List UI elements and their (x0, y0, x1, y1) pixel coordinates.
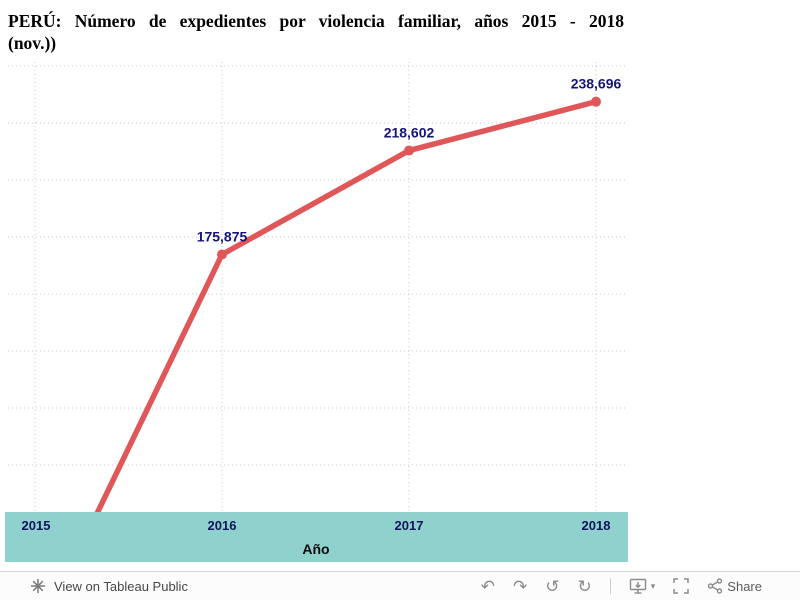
data-point[interactable] (217, 249, 227, 260)
page-title: PERÚ: Número de expedientes por violenci… (8, 10, 624, 54)
tableau-logo-icon (31, 579, 45, 593)
line-chart[interactable]: 175,875 218,602 238,696 (8, 62, 628, 512)
title-line-2: (nov.)) (8, 33, 57, 53)
x-tick-2017: 2017 (394, 518, 424, 533)
series-line[interactable] (35, 98, 599, 512)
x-tick-2018: 2018 (581, 518, 611, 533)
data-label: 218,602 (384, 125, 435, 141)
redo-button[interactable]: ↷ (513, 576, 528, 596)
x-axis-title: Año (302, 541, 330, 557)
data-point[interactable] (404, 145, 414, 156)
download-button[interactable]: ▾ (629, 578, 656, 595)
download-caret-icon: ▾ (650, 580, 656, 591)
chart-plot[interactable]: 175,875 218,602 238,696 (8, 62, 628, 512)
title-line-1: PERÚ: Número de expedientes por violenci… (8, 11, 624, 31)
undo-button[interactable]: ↶ (480, 576, 496, 596)
fullscreen-button[interactable] (673, 578, 690, 594)
toolbar-separator (609, 578, 611, 594)
refresh-button[interactable]: ↻ (577, 576, 592, 596)
data-point[interactable] (591, 96, 601, 107)
view-on-tableau-label: View on Tableau Public (54, 578, 188, 594)
x-tick-2015: 2015 (21, 518, 51, 533)
revert-button[interactable]: ↺ (545, 576, 560, 596)
data-label: 175,875 (197, 228, 248, 244)
share-icon (708, 578, 723, 594)
share-label: Share (727, 578, 762, 594)
share-button[interactable]: Share (707, 578, 762, 594)
download-icon (629, 578, 646, 594)
x-axis-band: 2015 2016 2017 2018 Año (5, 512, 628, 562)
data-label: 238,696 (571, 76, 622, 92)
tableau-toolbar: View on Tableau Public ↶ ↷ ↺ ↻ ▾ (0, 571, 800, 600)
view-on-tableau-link[interactable]: View on Tableau Public (30, 578, 188, 594)
toolbar-actions: ↶ ↷ ↺ ↻ ▾ (481, 578, 762, 595)
x-tick-2016: 2016 (207, 518, 237, 533)
